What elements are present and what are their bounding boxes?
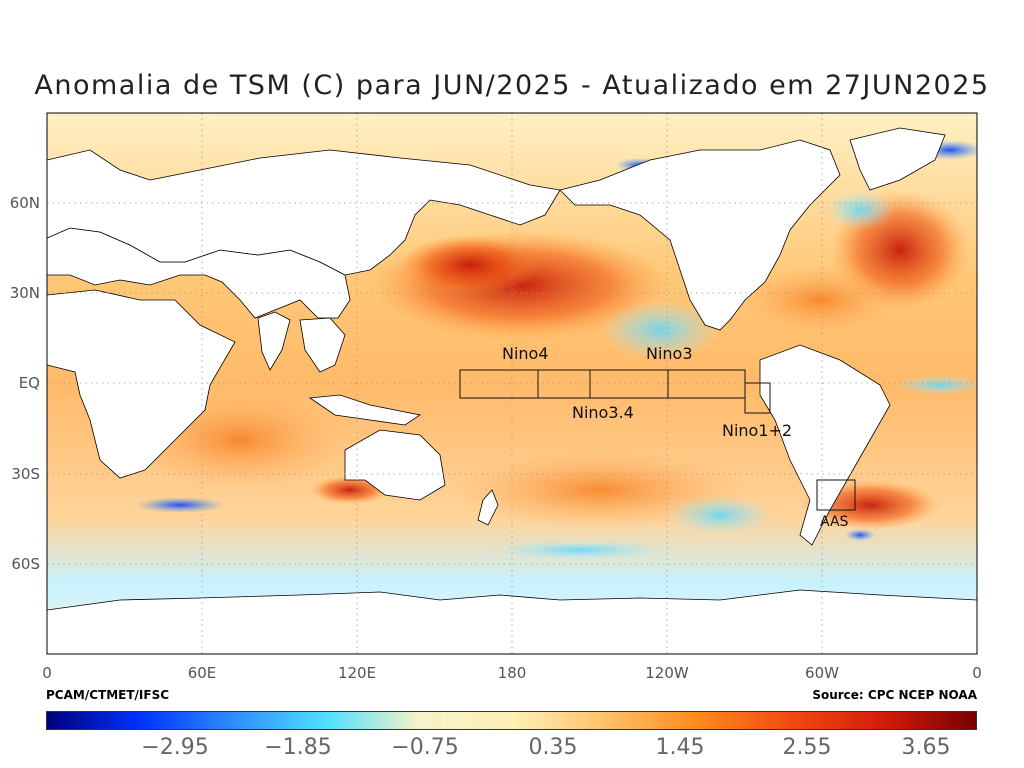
region-label-aas: AAS <box>820 514 849 530</box>
x-tick-120w: 120W <box>645 664 689 682</box>
map-frame <box>46 112 978 655</box>
y-tick-60s: 60S <box>11 555 40 573</box>
graticule <box>47 113 977 654</box>
region-label-nino4: Nino4 <box>502 344 549 363</box>
y-tick-30n: 30N <box>10 284 40 302</box>
x-tick-120e: 120E <box>338 664 376 682</box>
colorbar-label-5: 1.45 <box>655 735 705 760</box>
colorbar-label-7: 3.65 <box>901 735 951 760</box>
nino-boxes <box>459 369 856 511</box>
region-box-nino12 <box>744 382 771 414</box>
y-tick-30s: 30S <box>11 465 40 483</box>
x-tick-60e: 60E <box>188 664 217 682</box>
land-masses <box>47 127 977 654</box>
x-tick-0-east: 0 <box>972 664 982 682</box>
colorbar-label-2: −1.85 <box>264 735 332 760</box>
x-tick-0: 0 <box>42 664 52 682</box>
region-box-aas <box>816 479 856 511</box>
colorbar <box>46 711 977 730</box>
sst-field <box>47 113 977 654</box>
colorbar-label-4: 0.35 <box>528 735 578 760</box>
map-title: Anomalia de TSM (C) para JUN/2025 - Atua… <box>34 70 990 101</box>
region-label-nino34: Nino3.4 <box>572 403 634 422</box>
credit-right: Source: CPC NCEP NOAA <box>812 688 977 702</box>
credit-left: PCAM/CTMET/IFSC <box>46 688 170 702</box>
y-tick-60n: 60N <box>10 194 40 212</box>
y-tick-eq: EQ <box>19 374 40 392</box>
colorbar-label-1: −2.95 <box>141 735 209 760</box>
region-label-nino3: Nino3 <box>646 344 693 363</box>
x-tick-180: 180 <box>498 664 527 682</box>
region-label-nino12: Nino1+2 <box>722 421 792 440</box>
colorbar-label-3: −0.75 <box>391 735 459 760</box>
colorbar-label-6: 2.55 <box>782 735 832 760</box>
x-tick-60w: 60W <box>805 664 839 682</box>
